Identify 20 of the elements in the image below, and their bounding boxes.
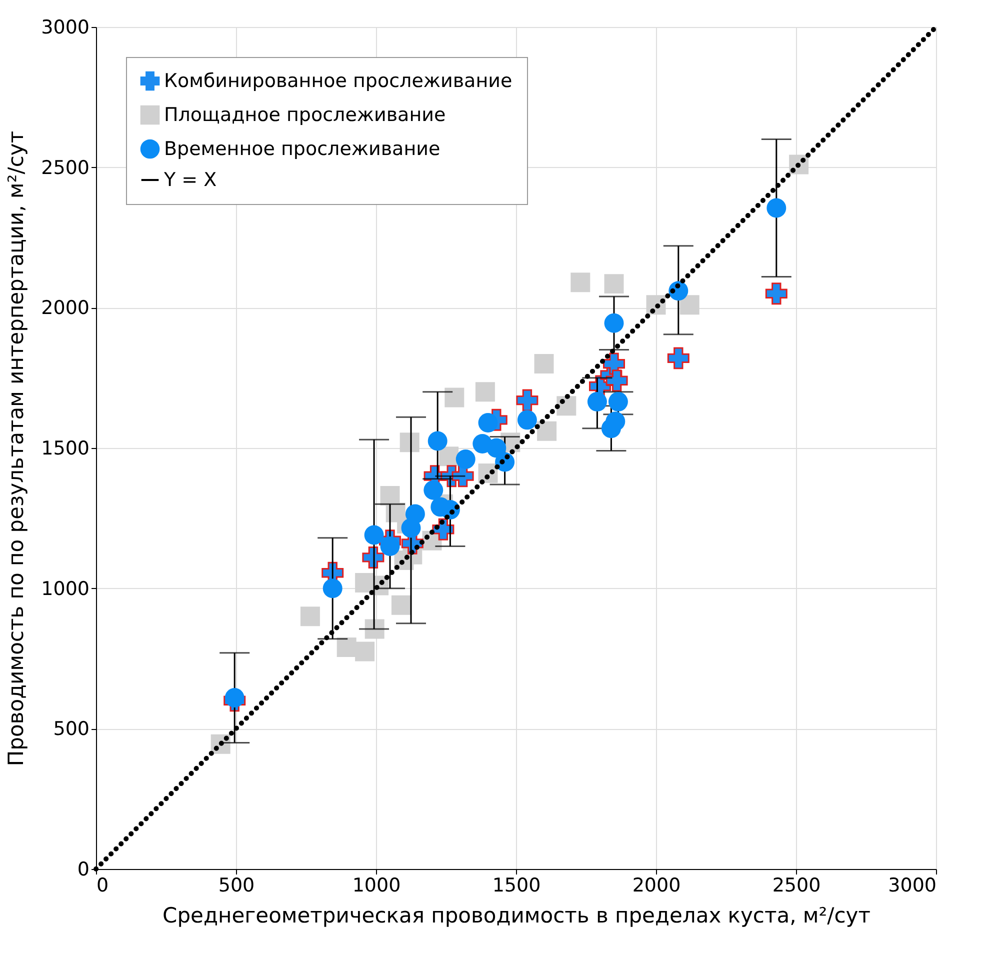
x-tick-label: 3000 <box>888 874 936 896</box>
x-tick-label: 2500 <box>772 874 821 896</box>
x-axis-title: Среднегеометрическая проводимость в пределах куста, м²/сут <box>162 904 870 928</box>
y-tick-label: 500 <box>53 718 90 740</box>
legend-label: Комбинированное прослеживание <box>164 70 512 92</box>
y-tick-label: 2500 <box>41 156 90 179</box>
legend-label: Площадное прослеживание <box>164 104 446 126</box>
y-tick-label: 2000 <box>41 297 90 320</box>
x-tick-label: 500 <box>218 874 255 896</box>
x-tick-label: 2000 <box>632 874 681 896</box>
x-tick-label: 0 <box>96 874 109 896</box>
y-tick-label: 0 <box>77 858 90 880</box>
legend-label: Временное прослеживание <box>164 138 440 160</box>
y-tick-label: 3000 <box>41 16 90 38</box>
legend-label: Y = X <box>163 169 217 191</box>
y-tick-label: 1000 <box>41 578 90 600</box>
y-axis-title: Проводимость по по результатам интерпертации, м²/сут <box>4 130 28 766</box>
x-tick-label: 1500 <box>492 874 541 896</box>
y-tick-label: 1500 <box>41 438 90 460</box>
x-tick-label: 1000 <box>352 874 401 896</box>
